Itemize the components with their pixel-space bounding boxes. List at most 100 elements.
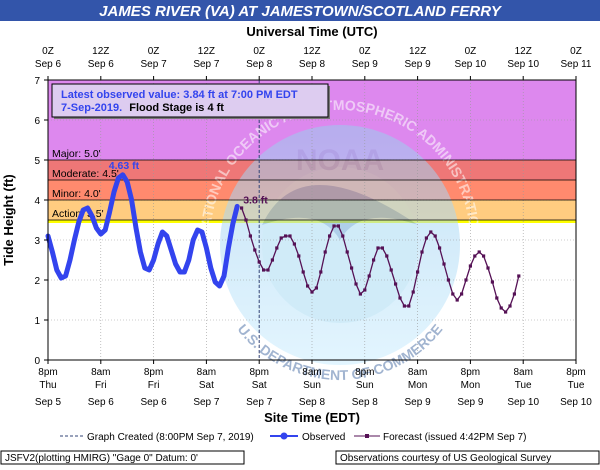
- forecast-point: [380, 246, 384, 250]
- forecast-point: [345, 250, 349, 254]
- x-tick-label-time: 8am: [91, 367, 110, 378]
- forecast-point: [446, 278, 450, 282]
- forecast-point: [508, 304, 512, 308]
- seal-center-text: NOAA: [296, 144, 384, 177]
- forecast-point: [376, 246, 380, 250]
- x-tick-label-date: Sep 7: [246, 397, 273, 408]
- x2-tick-label-time: 12Z: [198, 46, 215, 57]
- annotation-line2: 7-Sep-2019. Flood Stage is 4 ft: [61, 102, 224, 114]
- forecast-point: [275, 246, 279, 250]
- x-tick-label-date: Sep 10: [507, 397, 539, 408]
- x-tick-label-day: Fri: [148, 380, 160, 391]
- x-tick-label-date: Sep 6: [141, 397, 168, 408]
- legend-graph-created-label: Graph Created (8:00PM Sep 7, 2019): [87, 432, 254, 443]
- forecast-point: [504, 310, 508, 314]
- forecast-point: [319, 270, 323, 274]
- forecast-point: [297, 254, 301, 258]
- forecast-point: [244, 218, 248, 222]
- forecast-point: [490, 280, 494, 284]
- forecast-point: [288, 234, 292, 238]
- x-tick-label-time: 8pm: [566, 367, 585, 378]
- x-tick-label-time: 8pm: [249, 367, 268, 378]
- forecast-series-line: [240, 207, 520, 313]
- x-tick-label-day: Fri: [95, 380, 107, 391]
- footer-left-box: [0, 450, 245, 465]
- stage-label-moderate: Moderate: 4.5': [52, 168, 119, 180]
- forecast-point: [411, 290, 415, 294]
- x-axis-title: Site Time (EDT): [264, 410, 360, 425]
- forecast-point: [306, 284, 310, 288]
- legend-observed-marker: [280, 432, 288, 440]
- x2-tick-label-date: Sep 9: [352, 59, 379, 70]
- x-tick-label-date: Sep 6: [88, 397, 115, 408]
- forecast-point: [394, 282, 398, 286]
- forecast-point: [284, 234, 288, 238]
- forecast-point: [266, 268, 270, 272]
- x2-tick-label-date: Sep 7: [193, 59, 220, 70]
- stage-label-major: Major: 5.0': [52, 148, 101, 160]
- x2-tick-label-date: Sep 10: [507, 59, 539, 70]
- annotation-flood-stage: Flood Stage is 4 ft: [129, 102, 224, 114]
- x2-tick-label-date: Sep 10: [455, 59, 487, 70]
- forecast-point: [477, 250, 481, 254]
- forecast-point: [433, 234, 437, 238]
- forecast-point: [279, 236, 283, 240]
- x-tick-label-time: 8pm: [38, 367, 57, 378]
- x-tick-label-day: Sat: [199, 380, 214, 391]
- forecast-point: [429, 230, 433, 234]
- forecast-point: [398, 296, 402, 300]
- x-tick-label-day: Sun: [356, 380, 374, 391]
- forecast-point: [424, 236, 428, 240]
- y-tick-label: 7: [34, 76, 40, 87]
- latest-value-label: 3.8 ft: [243, 194, 268, 206]
- annotation-box: [51, 83, 329, 118]
- x2-tick-label-date: Sep 8: [299, 59, 326, 70]
- legend: Graph Created (8:00PM Sep 7, 2019) Obser…: [60, 432, 526, 443]
- forecast-point: [323, 250, 327, 254]
- legend-forecast-label: Forecast (issued 4:42PM Sep 7): [383, 432, 526, 443]
- x-tick-label-date: Sep 7: [193, 397, 220, 408]
- x2-tick-label-time: 0Z: [148, 46, 160, 57]
- x-tick-label-time: 8am: [302, 367, 321, 378]
- x-tick-label-day: Tue: [515, 380, 532, 391]
- title-bar: [0, 0, 600, 21]
- x-tick-label-time: 8pm: [144, 367, 163, 378]
- forecast-point: [332, 224, 336, 228]
- forecast-point: [460, 292, 464, 296]
- forecast-point: [517, 274, 521, 278]
- forecast-point: [455, 298, 459, 302]
- y-tick-label: 4: [34, 196, 40, 207]
- annotation-date: 7-Sep-2019.: [61, 102, 122, 114]
- observed-series-line: [45, 172, 240, 289]
- forecast-point: [416, 270, 420, 274]
- forecast-point: [354, 282, 358, 286]
- y-axis-ticks: 0 1 2 3 4 5 6 7: [34, 76, 48, 367]
- forecast-series-points: [240, 206, 521, 314]
- forecast-point: [358, 292, 362, 296]
- seal-bird-icon: [262, 185, 418, 240]
- chart-title: JAMES RIVER (VA) AT JAMESTOWN/SCOTLAND F…: [99, 3, 503, 20]
- forecast-point: [240, 206, 244, 210]
- x-tick-label-day: Sun: [303, 380, 321, 391]
- x2-tick-label-date: Sep 7: [141, 59, 168, 70]
- forecast-point: [292, 242, 296, 246]
- legend-observed-label: Observed: [302, 432, 345, 443]
- x-tick-label-day: Mon: [408, 380, 427, 391]
- x-tick-label-date: Sep 5: [35, 397, 62, 408]
- x-tick-label-time: 8pm: [461, 367, 480, 378]
- forecast-point: [372, 258, 376, 262]
- forecast-point: [402, 304, 406, 308]
- x2-tick-label-time: 0Z: [570, 46, 582, 57]
- x-tick-label-time: 8am: [513, 367, 532, 378]
- x2-tick-label-time: 0Z: [42, 46, 54, 57]
- forecast-point: [451, 292, 455, 296]
- y-tick-label: 3: [34, 236, 40, 247]
- x2-tick-label-time: 0Z: [359, 46, 371, 57]
- y-axis-title: Tide Height (ft): [1, 174, 16, 265]
- y-tick-label: 6: [34, 116, 40, 127]
- x2-tick-label-date: Sep 8: [246, 59, 273, 70]
- forecast-point: [253, 248, 257, 252]
- x2-tick-label-date: Sep 6: [35, 59, 62, 70]
- x-tick-label-time: 8am: [197, 367, 216, 378]
- footer-left-text: JSFV2(plotting HMIRG) "Gage 0" Datum: 0': [5, 453, 198, 464]
